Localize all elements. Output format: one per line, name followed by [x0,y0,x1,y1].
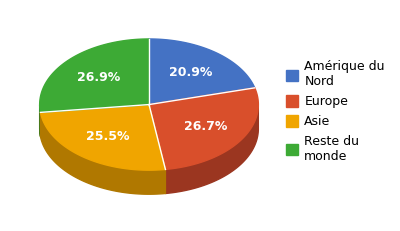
Polygon shape [149,39,255,105]
Polygon shape [166,106,258,194]
Polygon shape [40,105,166,170]
Polygon shape [40,112,166,194]
Legend: Amérique du
Nord, Europe, Asie, Reste du
monde: Amérique du Nord, Europe, Asie, Reste du… [280,55,390,168]
Text: 25.5%: 25.5% [86,131,130,143]
Text: 26.7%: 26.7% [184,120,227,133]
Polygon shape [40,39,149,112]
Polygon shape [149,88,258,169]
Text: 20.9%: 20.9% [169,66,212,79]
Text: 26.9%: 26.9% [77,71,120,84]
